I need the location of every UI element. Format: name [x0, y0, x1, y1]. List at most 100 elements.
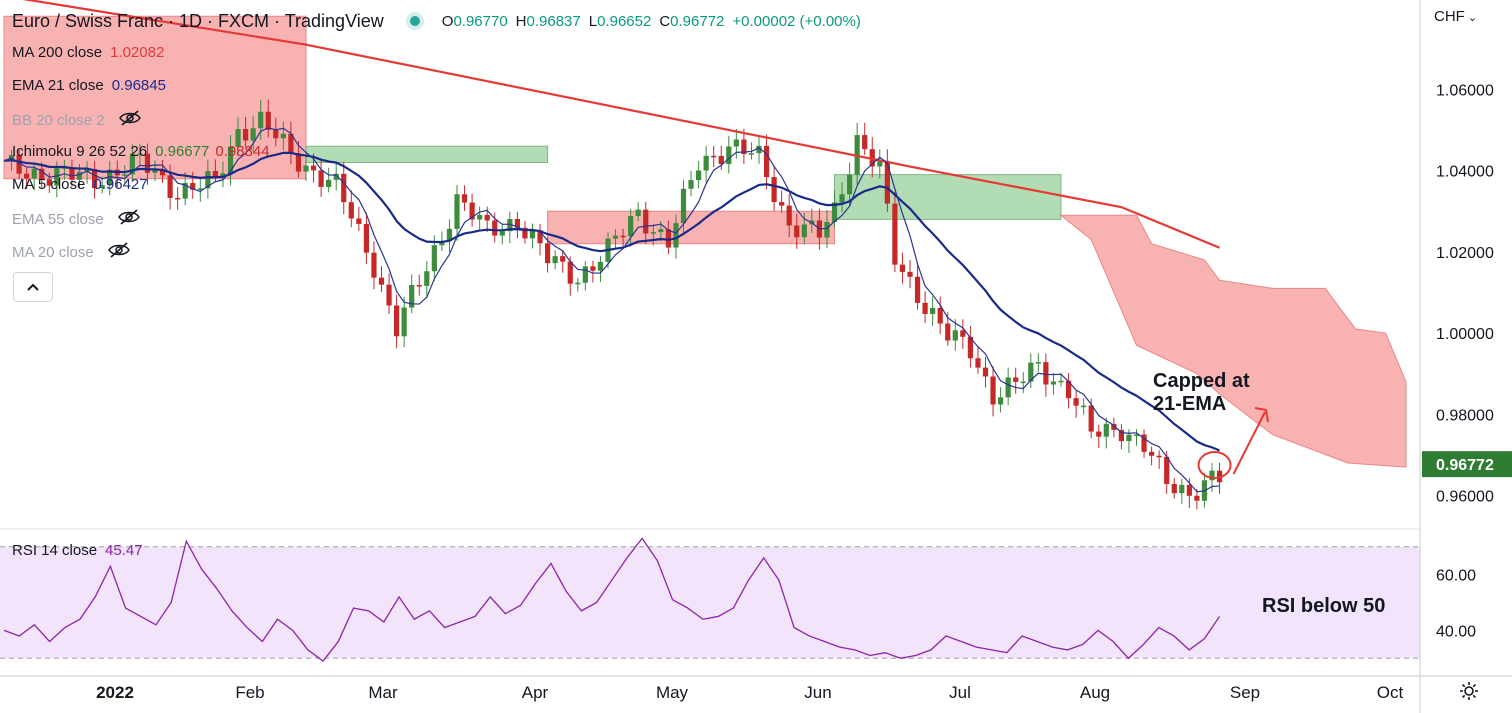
- candle-body: [1028, 362, 1034, 382]
- candle-body: [914, 276, 921, 303]
- candle-body: [454, 194, 460, 229]
- time-tick-label: Sep: [1230, 683, 1260, 702]
- candle-body: [175, 197, 181, 200]
- candle-body: [998, 397, 1004, 405]
- candle-body: [54, 168, 60, 186]
- highlight-circle: [1197, 451, 1232, 480]
- last-price-badge: [1422, 451, 1512, 478]
- candle-body: [409, 285, 415, 308]
- candle-body: [628, 216, 634, 237]
- candle-body: [847, 174, 853, 195]
- indicator-legend-item[interactable]: EMA 55 close: [12, 209, 140, 229]
- candle-body: [190, 182, 196, 190]
- candle-body: [492, 220, 498, 236]
- indicator-value-2: 0.98844: [215, 143, 270, 160]
- candle-body: [680, 188, 687, 224]
- candle-body: [394, 305, 400, 337]
- candle-body: [280, 133, 286, 139]
- candle-body: [227, 146, 234, 174]
- candle-body: [756, 145, 762, 154]
- candle-body: [907, 271, 913, 277]
- candle-body: [243, 129, 249, 141]
- time-tick-label: Oct: [1377, 683, 1404, 702]
- currency-selector[interactable]: CHF ⌄: [1434, 8, 1478, 25]
- annotation-text: RSI below 50: [1262, 595, 1385, 617]
- up-arrow: [1232, 407, 1269, 475]
- last-price-label: 0.96772: [1436, 457, 1494, 474]
- indicator-legend-item[interactable]: MA 200 close 1.02082: [12, 44, 164, 61]
- candle-body: [401, 307, 407, 337]
- ichimoku-cloud: [305, 145, 549, 163]
- candle-body: [288, 133, 294, 154]
- hidden-eye-icon[interactable]: [107, 242, 130, 262]
- candle-body: [1133, 434, 1140, 436]
- candle-body: [673, 223, 679, 248]
- candle-body: [152, 170, 158, 173]
- rsi-legend[interactable]: RSI 14 close 45.47: [12, 542, 143, 559]
- candle-body: [1013, 377, 1019, 382]
- time-tick-label: Aug: [1080, 683, 1110, 702]
- candle-body: [159, 170, 166, 176]
- indicator-label: MA 20 close: [12, 243, 94, 261]
- candle-body: [310, 165, 317, 171]
- candle-body: [643, 209, 649, 234]
- indicator-legend-item[interactable]: MA 20 close: [12, 242, 130, 262]
- indicator-legend-item[interactable]: EMA 21 close 0.96845: [12, 77, 166, 94]
- candle-body: [514, 218, 520, 228]
- indicator-legend-item[interactable]: MA 5 close 0.96427: [12, 176, 148, 193]
- indicator-legend-item[interactable]: Ichimoku 9 26 52 26 0.96677 0.98844: [12, 143, 270, 160]
- hidden-eye-icon[interactable]: [118, 110, 141, 130]
- candle-body: [620, 235, 626, 238]
- candle-body: [711, 155, 717, 158]
- candle-body: [801, 224, 807, 238]
- collapse-legend-button[interactable]: [13, 272, 53, 302]
- candle-body: [439, 241, 445, 246]
- candle-body: [1209, 470, 1215, 481]
- price-tick-label: 1.04000: [1436, 164, 1494, 181]
- candle-body: [869, 149, 875, 167]
- ohlc-key: O: [441, 12, 454, 30]
- time-tick-label: Feb: [235, 683, 264, 702]
- candle-body: [831, 202, 838, 223]
- ma5-line: [3, 127, 1220, 493]
- candle-body: [386, 284, 392, 306]
- price-tick-label: 0.96000: [1436, 489, 1494, 506]
- candle-body: [69, 167, 75, 180]
- candle-body: [975, 358, 981, 368]
- candle-body: [590, 266, 596, 271]
- indicator-label: BB 20 close 2: [12, 111, 105, 129]
- candle-body: [1050, 381, 1057, 385]
- candle-body: [212, 171, 218, 177]
- candle-body: [892, 203, 898, 265]
- candle-body: [76, 171, 83, 180]
- candle-body: [779, 202, 785, 206]
- indicator-value: 0.96845: [111, 77, 166, 94]
- candle-body: [1149, 451, 1155, 456]
- ema21-line: [3, 151, 1220, 452]
- price-tick-label: 1.00000: [1436, 326, 1494, 343]
- candle-body: [567, 261, 573, 284]
- candle-body: [469, 202, 475, 220]
- candle-body: [862, 135, 868, 150]
- candle-body: [1126, 434, 1132, 442]
- candle-body: [839, 194, 845, 203]
- candle-body: [250, 128, 256, 141]
- indicator-label: Ichimoku 9 26 52 26: [12, 143, 148, 160]
- candle-body: [24, 173, 30, 179]
- symbol-title[interactable]: Euro / Swiss Franc · 1D · FXCM · Trading…: [12, 10, 384, 31]
- candle-body: [635, 209, 641, 217]
- candle-body: [575, 282, 581, 285]
- candle-body: [877, 161, 883, 167]
- annotation-text: Capped at: [1153, 370, 1250, 392]
- indicator-legend-item[interactable]: BB 20 close 2: [12, 110, 141, 130]
- candle-body: [371, 252, 377, 278]
- candle-body: [235, 129, 241, 147]
- settings-gear-icon[interactable]: [1458, 680, 1480, 707]
- candle-body: [560, 256, 566, 262]
- hidden-eye-icon[interactable]: [117, 209, 140, 229]
- candle-body: [363, 223, 369, 253]
- candle-body: [763, 145, 770, 178]
- ohlc-value: 0.96652: [597, 12, 652, 30]
- candle-body: [1073, 398, 1079, 406]
